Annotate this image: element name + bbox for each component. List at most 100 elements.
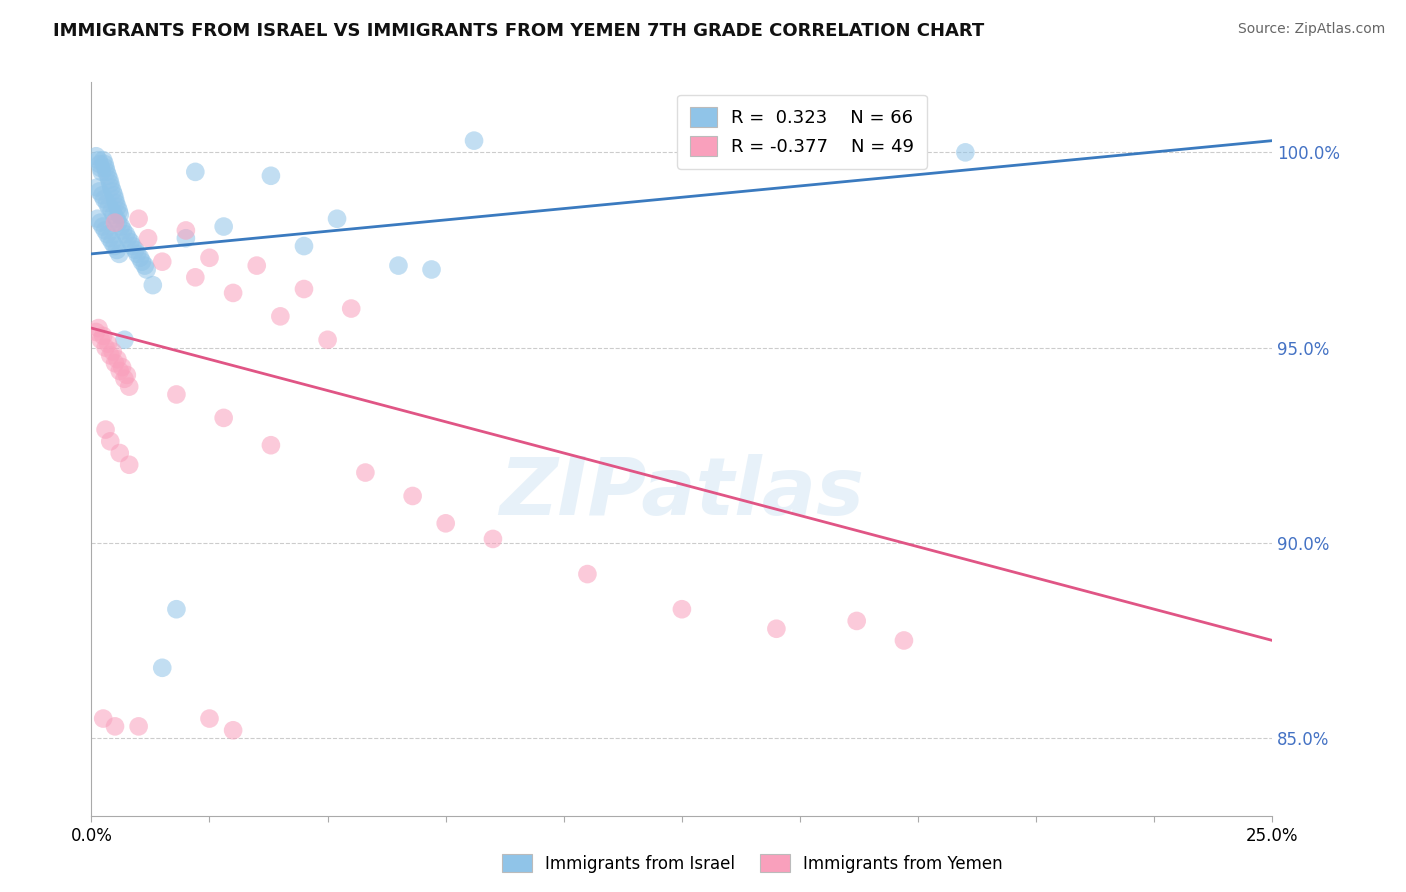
Point bbox=[94, 161, 117, 175]
Point bbox=[246, 259, 269, 273]
Point bbox=[222, 723, 245, 738]
Point bbox=[96, 227, 118, 242]
Point bbox=[115, 368, 138, 382]
Point bbox=[100, 180, 122, 194]
Point bbox=[91, 712, 114, 726]
Point bbox=[576, 567, 599, 582]
Point bbox=[120, 235, 142, 249]
Point bbox=[104, 196, 127, 211]
Point bbox=[91, 329, 114, 343]
Point bbox=[420, 262, 443, 277]
Point bbox=[91, 188, 114, 202]
Point bbox=[105, 243, 128, 257]
Point bbox=[212, 410, 235, 425]
Text: Source: ZipAtlas.com: Source: ZipAtlas.com bbox=[1237, 22, 1385, 37]
Point bbox=[198, 712, 221, 726]
Point bbox=[184, 165, 207, 179]
Point bbox=[101, 344, 124, 359]
Point bbox=[131, 254, 153, 268]
Point bbox=[434, 516, 457, 531]
Point bbox=[184, 270, 207, 285]
Point bbox=[108, 446, 131, 460]
Point bbox=[118, 458, 141, 472]
Point bbox=[98, 172, 121, 186]
Point bbox=[107, 203, 129, 218]
Point bbox=[93, 157, 115, 171]
Point bbox=[112, 223, 135, 237]
Point bbox=[98, 348, 121, 362]
Point bbox=[90, 333, 112, 347]
Point bbox=[86, 180, 108, 194]
Point bbox=[97, 169, 120, 183]
Point bbox=[96, 165, 118, 179]
Point bbox=[98, 231, 121, 245]
Point bbox=[90, 165, 112, 179]
Point bbox=[114, 372, 136, 386]
Point bbox=[103, 239, 125, 253]
Point bbox=[260, 169, 283, 183]
Point bbox=[110, 219, 132, 234]
Text: IMMIGRANTS FROM ISRAEL VS IMMIGRANTS FROM YEMEN 7TH GRADE CORRELATION CHART: IMMIGRANTS FROM ISRAEL VS IMMIGRANTS FRO… bbox=[53, 22, 984, 40]
Point bbox=[94, 223, 117, 237]
Point bbox=[97, 200, 120, 214]
Point bbox=[90, 161, 112, 175]
Point bbox=[118, 379, 141, 393]
Point bbox=[482, 532, 505, 546]
Point bbox=[269, 310, 291, 324]
Point bbox=[129, 251, 152, 265]
Legend: R =  0.323    N = 66, R = -0.377    N = 49: R = 0.323 N = 66, R = -0.377 N = 49 bbox=[678, 95, 927, 169]
Point bbox=[91, 153, 114, 168]
Point bbox=[104, 216, 127, 230]
Point bbox=[117, 231, 139, 245]
Point bbox=[103, 188, 125, 202]
Point bbox=[127, 247, 149, 261]
Point bbox=[114, 333, 136, 347]
Point bbox=[136, 231, 159, 245]
Point bbox=[104, 356, 127, 370]
Point bbox=[292, 282, 315, 296]
Point bbox=[105, 352, 128, 367]
Point bbox=[222, 285, 245, 300]
Point bbox=[84, 149, 107, 163]
Point bbox=[84, 325, 107, 339]
Point bbox=[101, 235, 124, 249]
Point bbox=[135, 262, 157, 277]
Point bbox=[128, 719, 150, 733]
Point bbox=[165, 387, 187, 401]
Point bbox=[101, 185, 124, 199]
Point bbox=[103, 208, 125, 222]
Point bbox=[260, 438, 283, 452]
Point bbox=[89, 216, 111, 230]
Point bbox=[121, 239, 143, 253]
Point bbox=[765, 622, 787, 636]
Point bbox=[108, 208, 131, 222]
Point bbox=[142, 278, 165, 293]
Point bbox=[91, 219, 114, 234]
Point bbox=[94, 423, 117, 437]
Point bbox=[174, 231, 197, 245]
Point bbox=[105, 200, 128, 214]
Point bbox=[97, 336, 120, 351]
Point bbox=[292, 239, 315, 253]
Point bbox=[105, 211, 128, 226]
Point bbox=[87, 153, 110, 168]
Point bbox=[98, 434, 121, 449]
Point bbox=[124, 243, 146, 257]
Point bbox=[96, 196, 118, 211]
Point bbox=[108, 247, 131, 261]
Point bbox=[198, 251, 221, 265]
Point bbox=[955, 145, 977, 160]
Point bbox=[463, 134, 485, 148]
Point bbox=[150, 661, 173, 675]
Point bbox=[893, 633, 915, 648]
Point bbox=[316, 333, 339, 347]
Point bbox=[86, 211, 108, 226]
Point bbox=[401, 489, 423, 503]
Point bbox=[89, 185, 111, 199]
Text: ZIPatlas: ZIPatlas bbox=[499, 454, 865, 533]
Point bbox=[174, 223, 197, 237]
Point bbox=[108, 364, 131, 378]
Point bbox=[165, 602, 187, 616]
Point bbox=[134, 259, 156, 273]
Point bbox=[104, 719, 127, 733]
